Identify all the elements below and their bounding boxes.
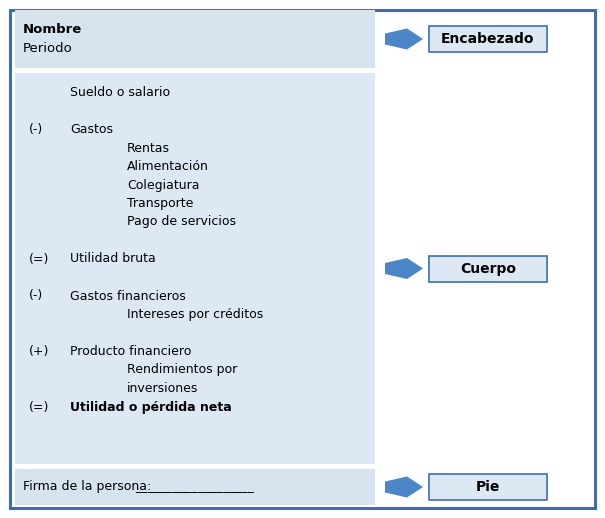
- Text: (=): (=): [29, 252, 50, 266]
- Text: Sueldo o salario: Sueldo o salario: [70, 86, 170, 99]
- Polygon shape: [385, 28, 423, 50]
- Text: (-): (-): [29, 123, 43, 136]
- Text: (+): (+): [29, 345, 50, 358]
- Text: (=): (=): [29, 400, 50, 413]
- Text: Producto financiero: Producto financiero: [70, 345, 191, 358]
- Text: Pie: Pie: [476, 480, 500, 494]
- Text: Gastos financieros: Gastos financieros: [70, 290, 186, 303]
- FancyBboxPatch shape: [429, 474, 547, 500]
- Text: Cuerpo: Cuerpo: [460, 262, 516, 276]
- FancyBboxPatch shape: [15, 10, 375, 68]
- Text: ___________________: ___________________: [135, 480, 253, 493]
- FancyBboxPatch shape: [10, 10, 595, 508]
- FancyBboxPatch shape: [429, 26, 547, 52]
- Text: inversiones: inversiones: [127, 382, 198, 395]
- Text: Encabezado: Encabezado: [441, 32, 535, 46]
- Text: Rentas: Rentas: [127, 141, 170, 154]
- Text: (-): (-): [29, 290, 43, 303]
- Text: Utilidad bruta: Utilidad bruta: [70, 252, 155, 266]
- Text: Intereses por créditos: Intereses por créditos: [127, 308, 263, 321]
- Polygon shape: [385, 477, 423, 497]
- FancyBboxPatch shape: [15, 73, 375, 464]
- Text: Transporte: Transporte: [127, 197, 194, 210]
- Text: Alimentación: Alimentación: [127, 160, 209, 173]
- Text: Pago de servicios: Pago de servicios: [127, 215, 236, 228]
- Text: Colegiatura: Colegiatura: [127, 179, 200, 192]
- Text: Periodo: Periodo: [23, 42, 73, 55]
- FancyBboxPatch shape: [429, 255, 547, 281]
- Text: Rendimientos por: Rendimientos por: [127, 364, 237, 377]
- Text: Utilidad o pérdida neta: Utilidad o pérdida neta: [70, 400, 232, 413]
- Polygon shape: [385, 258, 423, 279]
- Text: Nombre: Nombre: [23, 23, 82, 36]
- Text: Firma de la persona:: Firma de la persona:: [23, 480, 151, 493]
- Text: Gastos: Gastos: [70, 123, 113, 136]
- FancyBboxPatch shape: [15, 469, 375, 505]
